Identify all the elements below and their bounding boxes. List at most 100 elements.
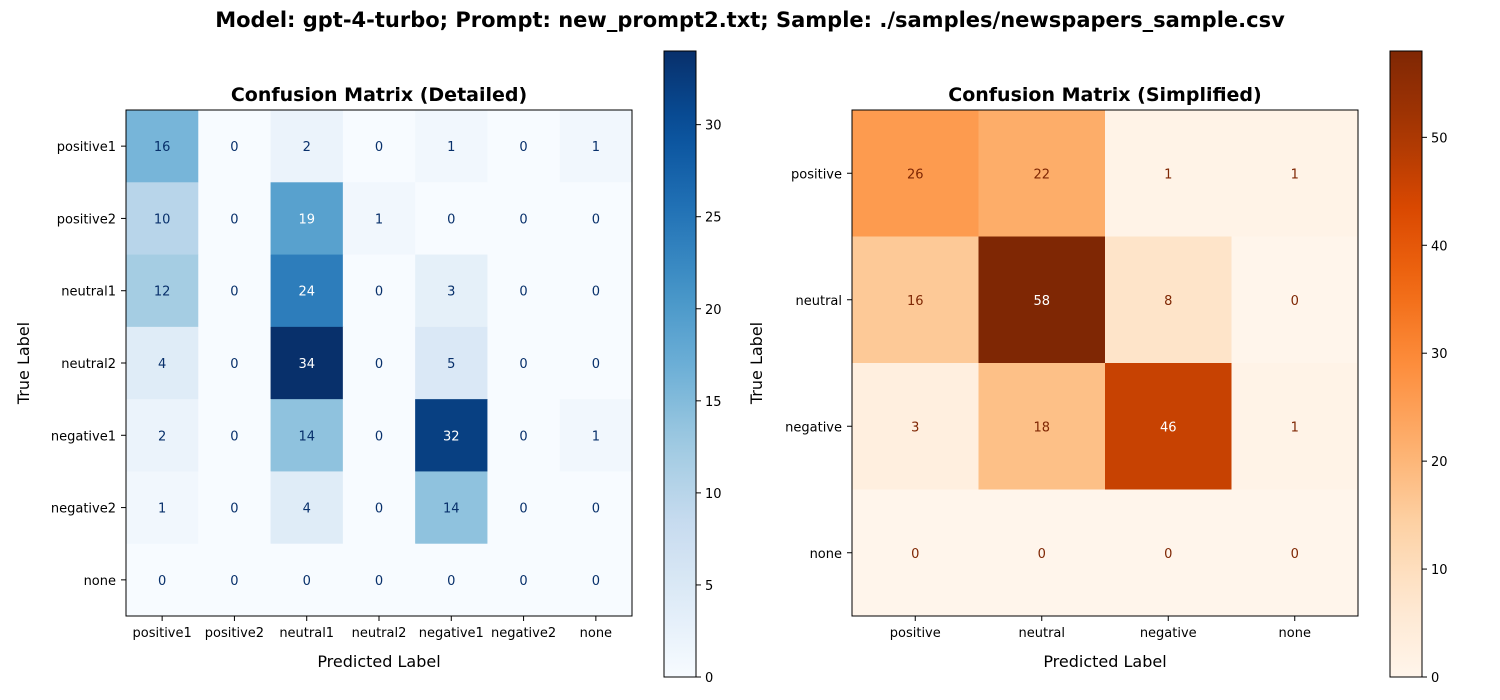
heatmap-cell [487,326,561,400]
heatmap-cell [270,254,344,328]
cell-value-label: 0 [592,502,600,517]
cell-value-label: 0 [375,285,383,300]
cell-value-label: 19 [298,212,315,227]
heatmap-cell [1231,110,1359,237]
heatmap-cell [559,326,633,400]
heatmap-cell [415,471,488,545]
cell-value-label: 4 [158,357,166,372]
cell-value-label: 16 [154,140,171,155]
cell-value-label: 0 [158,574,166,589]
colorbar-tick-label: 20 [1431,455,1448,470]
cell-value-label: 2 [303,140,311,155]
heatmap-cell [559,471,633,545]
y-tick-label: negative1 [51,429,116,444]
x-tick-label: none [1279,626,1311,641]
cell-value-label: 24 [298,285,315,300]
cell-value-label: 0 [592,357,600,372]
y-tick-label: none [84,574,116,589]
cell-value-label: 0 [519,574,527,589]
heatmap-cell [415,399,488,472]
heatmap-cell [852,489,979,617]
heatmap-cell [198,399,272,472]
colorbar-tick-label: 15 [705,395,722,410]
colorbar-tick-label: 50 [1431,131,1448,146]
cell-value-label: 1 [447,140,455,155]
heatmap-cell [198,543,272,617]
cell-value-label: 0 [230,429,238,444]
cell-value-label: 0 [519,429,527,444]
x-tick-label: positive1 [133,626,192,641]
heatmap-cell [126,399,199,472]
y-axis-label: True Label [14,322,33,405]
x-tick-label: negative [1140,626,1197,641]
heatmap-cell [342,471,416,545]
colorbar-tick-label: 40 [1431,239,1448,254]
heatmap-cell [1231,363,1359,490]
cell-value-label: 0 [230,140,238,155]
heatmap-cell [559,543,633,617]
heatmap-cell [487,182,561,256]
heatmap-cell [415,254,488,328]
x-tick-label: none [580,626,612,641]
cell-value-label: 0 [230,502,238,517]
heatmap-cell [415,110,488,183]
x-tick-label: negative2 [491,626,556,641]
y-tick-label: neutral [796,294,843,309]
heatmap-cell [270,399,344,472]
heatmap-cell [342,182,416,256]
heatmap-cell [852,236,979,364]
cell-value-label: 1 [1291,420,1299,435]
heatmap-cell [415,182,488,256]
y-tick-label: neutral1 [61,285,116,300]
cell-value-label: 0 [519,140,527,155]
heatmap-cell [559,182,633,256]
heatmap-cell [198,182,272,256]
cell-value-label: 1 [158,502,166,517]
heatmap-cell [978,363,1106,490]
x-tick-label: negative1 [419,626,484,641]
heatmap-cell [978,110,1106,237]
cell-value-label: 0 [592,212,600,227]
heatmap-cell [126,254,199,328]
heatmap-cell [487,399,561,472]
cell-value-label: 18 [1033,420,1050,435]
y-tick-label: positive [791,167,842,182]
heatmap-cell [126,471,199,545]
cell-value-label: 46 [1160,420,1177,435]
cell-value-label: 0 [592,285,600,300]
cell-value-label: 0 [1291,294,1299,309]
y-axis-label: True Label [747,322,766,405]
heatmap-cell [487,543,561,617]
cell-value-label: 0 [1164,547,1172,562]
heatmap-cell [126,182,199,256]
colorbar [1389,50,1423,678]
heatmap-cell [1105,110,1232,237]
cell-value-label: 0 [1291,547,1299,562]
heatmap-cell [487,471,561,545]
y-tick-label: neutral2 [61,357,116,372]
cell-value-label: 0 [375,140,383,155]
heatmap-cell [270,543,344,617]
cell-value-label: 14 [443,502,460,517]
cell-value-label: 2 [158,429,166,444]
heatmap-cell [415,543,488,617]
cell-value-label: 0 [375,502,383,517]
cell-value-label: 58 [1033,294,1050,309]
heatmap-cell [270,326,344,400]
plot-frame [851,109,1359,617]
cell-value-label: 3 [447,285,455,300]
heatmap-cell [198,110,272,183]
cell-value-label: 0 [519,212,527,227]
heatmap-cell [126,543,199,617]
x-axis-label: Predicted Label [317,652,440,671]
colorbar-tick-label: 30 [1431,347,1448,362]
heatmap-cell [487,110,561,183]
heatmap-cell [342,326,416,400]
x-tick-label: positive2 [205,626,264,641]
y-tick-label: negative2 [51,502,116,517]
heatmap-cell [198,471,272,545]
colorbar-tick-label: 0 [705,671,713,686]
heatmap-cell [270,110,344,183]
heatmap-cell [1231,236,1359,364]
